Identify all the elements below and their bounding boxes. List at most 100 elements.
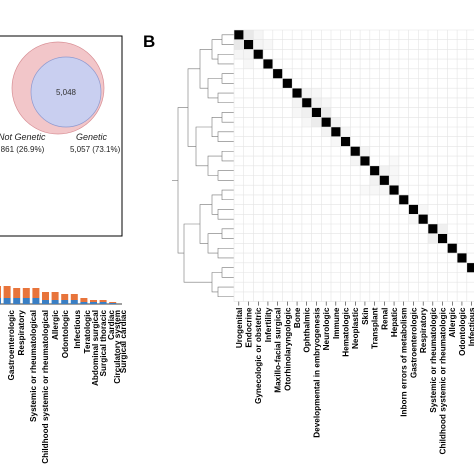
bar-segment-a: [32, 298, 40, 304]
heatmap-tick-label: Systemic or rheumatologic: [429, 307, 438, 413]
bar-segment-a: [90, 302, 97, 304]
heatmap-cell: [311, 117, 322, 127]
heatmap-cell: [437, 224, 448, 234]
dendrogram-branch: [211, 272, 222, 293]
bar-segment-b: [99, 300, 107, 302]
bar-category-label: Allergic: [51, 310, 60, 340]
dendrogram-branch: [221, 189, 234, 201]
dendrogram-branch: [199, 49, 212, 89]
heatmap-cell: [234, 39, 244, 50]
heatmap-cell: [408, 214, 419, 224]
heatmap-cell: [301, 88, 312, 98]
venn-right-value: 5,057 (73.1%): [70, 145, 121, 154]
heatmap-diagonal-cell: [398, 194, 409, 205]
dendrogram-branch: [207, 155, 222, 176]
heatmap-tick-label: Otorhinolaryngologic: [283, 307, 292, 391]
heatmap-tick-label: Gynecologic or obstetric: [254, 307, 263, 404]
heatmap-cell: [243, 30, 254, 40]
heatmap-diagonal-cell: [379, 175, 390, 186]
heatmap-cell: [369, 185, 380, 195]
heatmap-tick-label: Endocrine: [245, 307, 254, 347]
bar-segment-b: [13, 288, 21, 298]
bar-segment-b: [109, 302, 117, 303]
heatmap-cell: [311, 97, 322, 108]
heatmap-tick-label: Gastroenterologic: [409, 307, 418, 378]
heatmap-cell: [321, 107, 331, 118]
panel-b-label: B: [143, 32, 155, 51]
heatmap-cell: [292, 97, 302, 108]
bar-segment-b: [70, 294, 78, 300]
heatmap-tick-label: Immune: [332, 307, 341, 339]
heatmap-diagonal-cell: [457, 253, 467, 263]
bar-category-label: Surgical thoracic: [99, 310, 108, 377]
heatmap-cell: [243, 59, 254, 69]
heatmap-diagonal-cell: [272, 68, 283, 79]
bar-segment-a: [51, 300, 59, 304]
heatmap-tick-label: Infertility: [264, 307, 273, 342]
heatmap-diagonal-cell: [360, 156, 370, 166]
dendrogram-branch: [217, 92, 234, 104]
heatmap-cell: [360, 146, 370, 157]
heatmap-diagonal-cell: [292, 88, 302, 98]
heatmap-tick-label: Neurologic: [322, 307, 331, 350]
bar-segment-b: [61, 294, 69, 300]
bar-category-label: Teratologic: [83, 310, 92, 354]
dendrogram-branch: [221, 112, 234, 123]
dendrogram-branch: [211, 39, 222, 60]
heatmap-cell: [253, 39, 264, 50]
heatmap-tick-label: Skin: [361, 308, 370, 325]
heatmap: Urogenital Endocrine Gynecologic or obstet…: [233, 29, 474, 455]
heatmap-cell: [292, 107, 302, 118]
bar-segment-b: [0, 286, 1, 298]
heatmap-diagonal-cell: [301, 97, 312, 108]
heatmap-diagonal-cell: [253, 49, 264, 60]
heatmap-tick-label: Infectious: [468, 307, 474, 346]
heatmap-tick-label: Ophthalmic: [303, 307, 312, 352]
heatmap-tick-label: Renal: [380, 308, 389, 330]
heatmap-tick-label: Allergic: [448, 307, 457, 337]
heatmap-tick-label: Maxillo-facial surgical: [274, 308, 283, 393]
heatmap-cell: [331, 117, 341, 127]
bar-segment-a: [99, 302, 107, 304]
heatmap-cell: [301, 107, 312, 118]
bar-segment-b: [22, 288, 30, 298]
bar-segment-a: [13, 298, 21, 304]
venn-panel: 5,048 Not Genetic 1,861 (26.9%) Genetic …: [0, 35, 123, 237]
heatmap-tick-label: Transplant: [371, 307, 380, 349]
heatmap-diagonal-cell: [389, 185, 399, 195]
dendrogram-branch: [195, 126, 212, 167]
heatmap-cell: [379, 165, 390, 176]
bar-segment-b: [42, 292, 49, 300]
bar-category-label: Circulatory system: [113, 310, 122, 384]
heatmap-diagonal-cell: [340, 136, 351, 147]
heatmap-cell: [360, 185, 370, 195]
dendrogram-branch: [221, 34, 234, 45]
bar-segment-a: [22, 298, 30, 304]
bar-segment-a: [80, 302, 88, 304]
dendrogram-branch: [207, 233, 222, 254]
bar-segment-a: [70, 300, 78, 304]
heatmap-cell: [253, 30, 264, 40]
heatmap-diagonal-cell: [311, 107, 322, 118]
heatmap-cell: [389, 156, 399, 166]
heatmap-diagonal-cell: [282, 78, 293, 89]
heatmap-labels: Urogenital Endocrine Gynecologic or obstet…: [235, 307, 474, 454]
venn-left-label: Not Genetic: [0, 132, 46, 142]
venn-right-label: Genetic: [76, 132, 108, 142]
bar-segment-b: [90, 300, 97, 302]
heatmap-diagonal-cell: [263, 59, 273, 69]
bar-series: [0, 286, 117, 304]
dendrogram-branch: [217, 247, 234, 259]
dendrogram-branch: [199, 204, 212, 244]
dendrogram-branch: [217, 131, 234, 142]
heatmap-cell: [340, 127, 351, 137]
heatmap-tick-label: Hematologic: [342, 307, 351, 357]
heatmap-diagonal-cell: [418, 214, 428, 224]
heatmap-diagonal-cell: [437, 233, 448, 244]
heatmap-cell: [389, 175, 399, 186]
bar-category-label: Gastroenterologic: [7, 310, 16, 381]
heatmap-tick-label: Respiratory: [419, 307, 428, 353]
bar-category-label: Infectious: [73, 310, 82, 349]
heatmap-diagonal-cell: [350, 146, 361, 157]
bar-segment-a: [109, 303, 117, 304]
